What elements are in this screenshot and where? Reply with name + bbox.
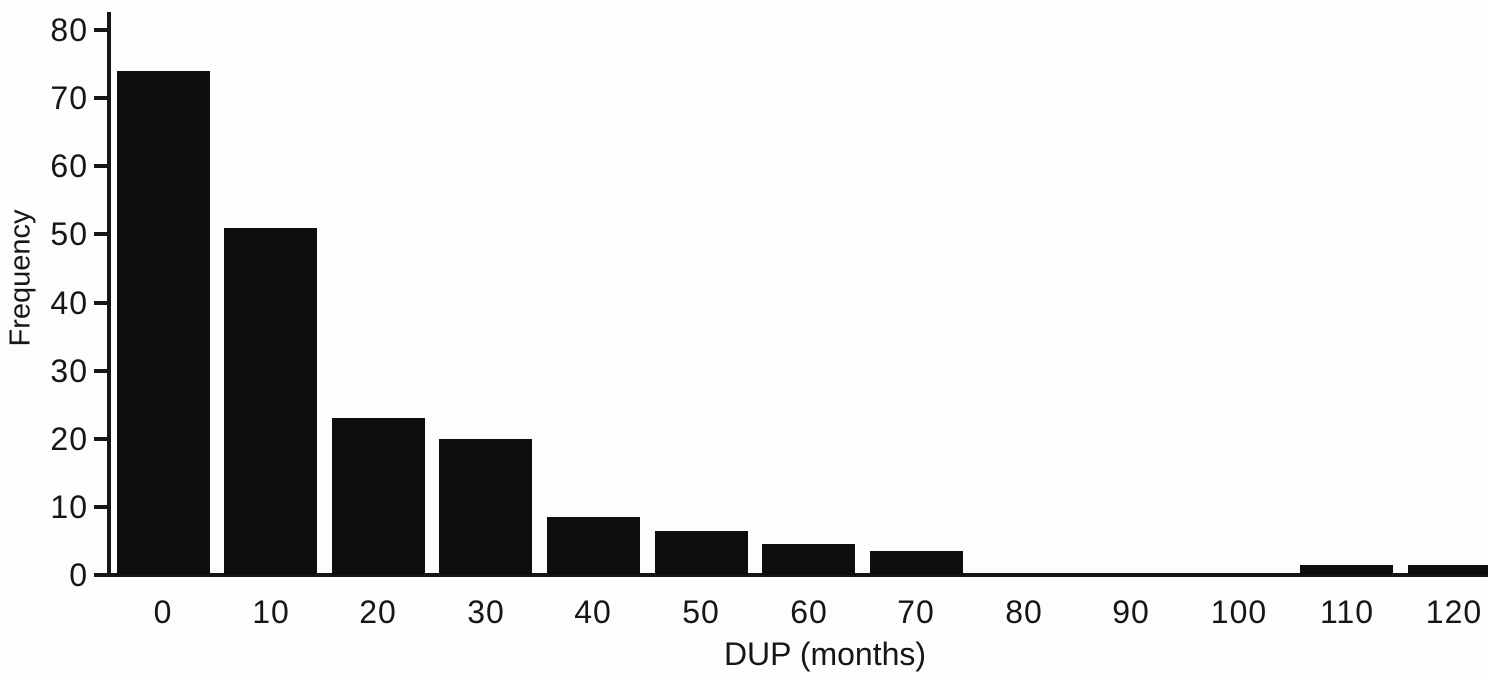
y-tick-label: 20	[50, 420, 88, 457]
x-tick-label: 20	[359, 594, 397, 630]
bar	[1408, 565, 1488, 575]
x-tick-label: 70	[897, 594, 935, 630]
x-tick-label: 90	[1112, 594, 1150, 630]
y-tick-mark	[94, 504, 108, 509]
y-tick-label: 40	[50, 284, 88, 321]
y-tick-mark	[94, 436, 108, 441]
bar	[117, 71, 210, 575]
y-tick-mark	[94, 573, 108, 577]
x-tick-label: 110	[1319, 594, 1374, 630]
bar	[439, 439, 532, 575]
bar	[332, 418, 425, 575]
x-axis-title: DUP (months)	[723, 636, 927, 672]
y-tick-mark	[94, 164, 108, 169]
x-tick-label: 10	[252, 594, 290, 630]
x-tick-label: 80	[1005, 594, 1043, 630]
x-tick-label: 120	[1425, 594, 1483, 630]
y-tick-label: 80	[50, 12, 88, 48]
y-tick-label: 0	[69, 557, 88, 593]
y-tick-label: 50	[50, 216, 88, 253]
y-tick-label: 30	[50, 352, 88, 389]
x-tick-label: 60	[790, 594, 828, 630]
y-tick-mark	[94, 300, 108, 305]
y-tick-mark	[94, 96, 108, 101]
bar	[1300, 565, 1393, 575]
bar	[547, 517, 640, 575]
x-tick-label: 0	[153, 594, 173, 630]
x-axis-line	[105, 573, 1488, 577]
x-tick-label: 50	[682, 594, 720, 630]
bar	[870, 551, 963, 575]
y-tick-mark	[94, 232, 108, 237]
x-tick-label: 30	[467, 594, 505, 630]
y-tick-label: 70	[50, 80, 88, 117]
y-tick-mark	[94, 368, 108, 373]
y-tick-mark	[94, 28, 108, 32]
y-tick-label: 10	[50, 488, 88, 525]
bar	[655, 531, 748, 575]
x-tick-label: 40	[574, 594, 612, 630]
y-tick-label: 60	[50, 148, 88, 185]
bar	[224, 228, 317, 575]
bar	[762, 544, 855, 575]
x-tick-label: 100	[1210, 594, 1268, 630]
y-axis-line	[107, 12, 111, 577]
